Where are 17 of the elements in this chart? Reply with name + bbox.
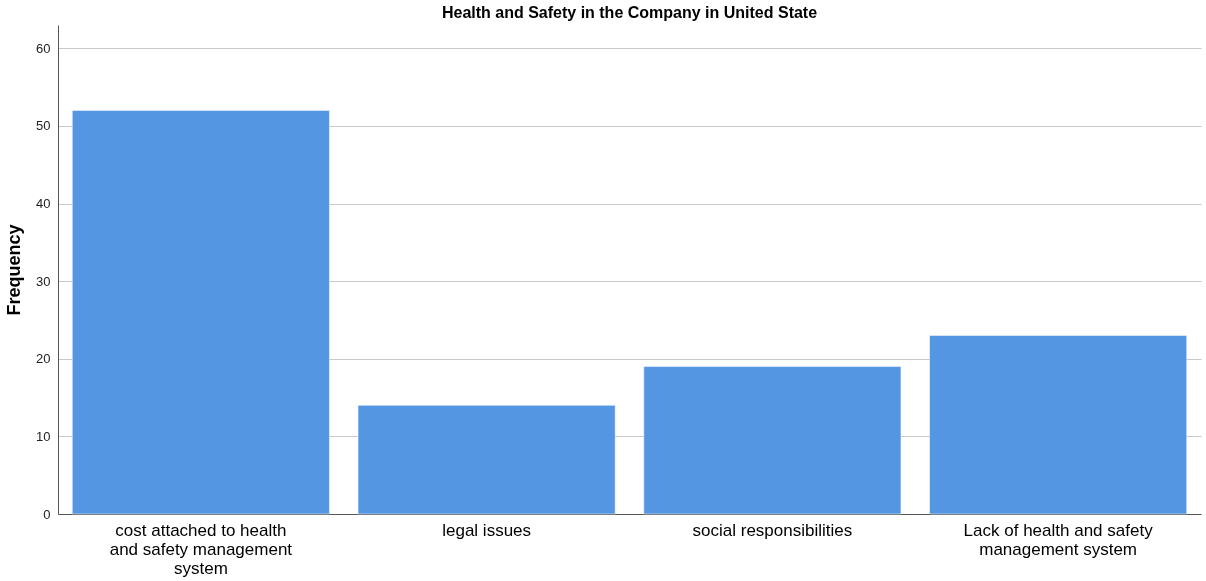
x-tick-label: cost attached to health and safety management system: [109, 520, 293, 578]
y-tick-label: 60: [36, 40, 51, 56]
chart-title: Health and Safety in the Company in United State: [441, 4, 818, 21]
y-tick-label: 50: [36, 118, 51, 134]
y-tick-label: 20: [36, 351, 51, 367]
bar: [929, 335, 1187, 515]
y-tick-label: 10: [36, 428, 51, 444]
bar: [643, 366, 902, 515]
bar: [72, 110, 330, 515]
y-tick-label: 30: [36, 273, 51, 289]
bar: [357, 405, 616, 515]
x-tick-label: legal issues: [442, 520, 532, 540]
y-tick-label: 0: [43, 506, 51, 522]
x-tick-label: Lack of health and safety management system: [963, 520, 1154, 559]
y-tick-label: 40: [36, 196, 51, 212]
x-tick-label: social responsibilities: [692, 520, 853, 540]
y-axis-title: Frequency: [4, 224, 25, 316]
